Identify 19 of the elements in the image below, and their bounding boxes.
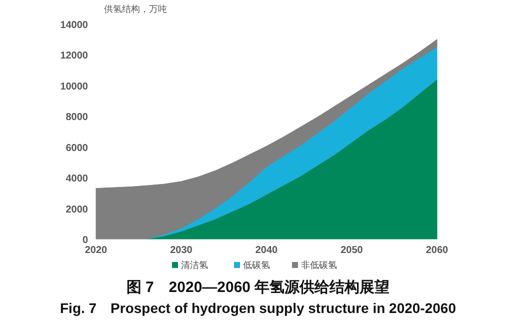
x-tick-label: 2020	[84, 245, 108, 256]
x-tick-label: 2030	[170, 245, 193, 256]
legend-label: 非低碳氢	[301, 260, 337, 270]
y-tick-label: 10000	[60, 81, 88, 92]
x-tick-label: 2060	[426, 245, 449, 256]
y-tick-label: 12000	[60, 50, 88, 62]
x-tick-label: 2050	[340, 245, 364, 256]
y-tick-label: 2000	[66, 204, 88, 216]
y-axis-title: 供氢结构，万吨	[104, 4, 167, 14]
y-tick-label: 14000	[60, 20, 88, 31]
y-tick-label: 4000	[66, 174, 88, 185]
text: 图 7 2020—2060 年氢源供给结构展望	[126, 278, 390, 296]
y-tick-label: 0	[82, 235, 88, 246]
y-tick-label: 6000	[66, 142, 88, 154]
y-tick-label: 8000	[66, 112, 88, 124]
legend-label: 低碳氢	[243, 260, 270, 270]
x-tick-label: 2040	[255, 245, 278, 256]
legend-label: 清洁氢	[181, 260, 208, 270]
text: Fig. 7 Prospect of hydrogen supply structure in 2020-2060	[60, 300, 456, 316]
